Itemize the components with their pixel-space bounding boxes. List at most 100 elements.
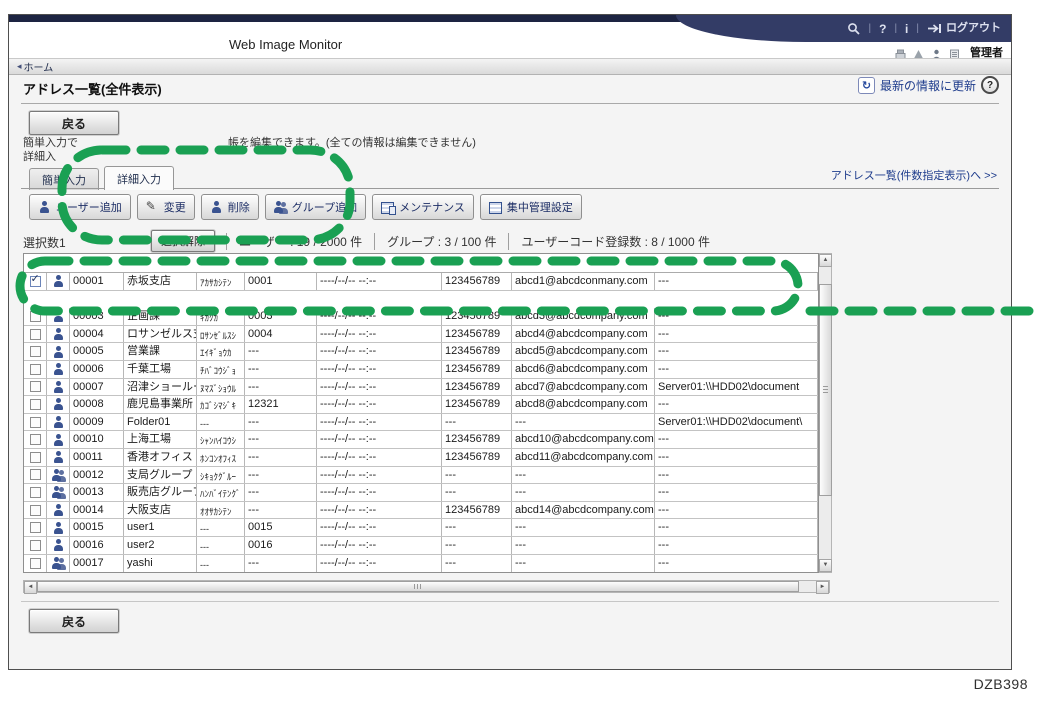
row-checkbox[interactable] [29,310,41,322]
scroll-right-arrow[interactable]: ► [816,581,829,595]
clear-selection-button[interactable]: 選択解除 [151,230,215,252]
printer-status-icon[interactable] [895,47,906,59]
row-checkbox[interactable] [29,363,41,375]
horizontal-scroll-thumb[interactable] [37,581,799,593]
cell-code: 0001 [245,273,317,290]
stat-item: ユーザー : 19 / 2000 件 [226,233,374,250]
refresh-icon[interactable]: ↻ [857,76,875,94]
table-row[interactable]: 00005 営業課 ｴｲｷﾞｮｳｶ --- ----/--/-- --:-- 123456… [24,343,818,361]
table-row[interactable]: 00012 支局グループ ｼｷｮｸｸﾞﾙｰ --- ----/--/-- --:-- --… [24,466,818,485]
group-add-button[interactable]: グループ追加 [264,194,367,220]
cell-code: 12321 [245,396,317,413]
user-status-icon[interactable] [931,47,942,59]
row-checkbox[interactable] [29,416,41,428]
central-management-button[interactable]: 集中管理設定 [479,194,582,220]
cell-kana: ﾇﾏｽﾞｼｮｳﾙ [197,378,245,396]
table-row[interactable]: 00008 鹿児島事業所 ｶｺﾞｼﾏｼﾞｷ 12321 ----/--/-- --:--… [24,396,818,414]
entry-type-cell [47,501,70,519]
cell-code: --- [245,378,317,396]
row-checkbox[interactable] [29,539,41,551]
tab-simple-input[interactable]: 簡単入力 [29,168,99,190]
alert-status-icon[interactable] [913,47,924,58]
table-row[interactable]: 00009 Folder01 --- --- ----/--/-- --:-- --- --… [24,413,818,432]
maintenance-button[interactable]: メンテナンス [372,194,474,220]
user-icon [51,538,66,552]
pencil-button[interactable]: 変更 [136,194,195,220]
table-row[interactable]: 00013 販売店グループ ﾊﾝﾊﾞｲﾃﾝｸﾞ --- ----/--/-- --:--… [24,484,818,502]
count-view-link[interactable]: アドレス一覧(件数指定表示)へ >> [830,170,997,182]
table-row[interactable]: 00007沼津ショールームﾇﾏｽﾞｼｮｳﾙ-------/--/-- --:--… [24,378,818,397]
cell-fax: 123456789 [442,501,512,519]
cell-name: user1 [124,519,197,536]
refresh-label[interactable]: 最新の情報に更新 [879,78,976,93]
cell-email: abcd11@abcdcompany.com [512,448,655,466]
cell-folder: --- [655,554,818,573]
row-checkbox[interactable] [29,486,41,498]
table-row[interactable]: 00016 user2 --- 0016 ----/--/-- --:-- --- --- -… [24,536,818,555]
cell-fax: 123456789 [442,308,512,325]
row-checkbox[interactable] [29,346,41,358]
cell-code: --- [245,484,317,501]
table-row[interactable]: 00006 千葉工場 ﾁﾊﾞｺｳｼﾞｮ --- ----/--/-- --:-- 1234… [24,360,818,379]
row-checkbox[interactable] [29,469,41,481]
cell-email: --- [512,484,655,501]
cell-name: 大阪支店 [124,501,197,519]
back-button-bottom[interactable]: 戻る [29,609,119,633]
entry-type-cell [47,308,70,325]
vertical-scrollbar[interactable]: ▲ ▼ [819,253,832,573]
row-checkbox[interactable] [29,451,41,463]
page-help-icon[interactable]: ? [981,76,999,94]
row-checkbox[interactable] [29,522,41,534]
central-management-icon [488,201,503,214]
back-button-top[interactable]: 戻る [29,111,119,135]
checkbox-cell [24,448,47,466]
scroll-up-arrow[interactable]: ▲ [819,254,832,267]
cell-kana: --- [197,413,245,431]
logout-label: ログアウト [946,22,1001,34]
table-row[interactable]: 00004ロサンゼルス支局ﾛｻﾝｾﾞﾙｽｼ0004----/--/-- --:-… [24,325,818,344]
cell-fax: --- [442,554,512,573]
group-icon [51,468,66,482]
cell-code: --- [245,431,317,448]
cell-number [70,291,124,308]
selected-count-label: 選択数1 [23,236,66,250]
table-row[interactable]: 00017 yashi --- --- ----/--/-- --:-- --- --- --… [24,554,818,573]
help-icon[interactable]: ? [879,21,887,36]
stat-item: ユーザーコード登録数 : 8 / 1000 件 [508,233,721,250]
cell-kana: ｵｵｻｶｼﾃﾝ [197,501,245,519]
row-checkbox[interactable] [29,504,41,516]
row-checkbox[interactable] [29,557,41,569]
search-icon[interactable] [847,22,861,35]
cell-code: --- [245,448,317,466]
entry-type-cell [47,431,70,448]
row-checkbox[interactable] [29,434,41,446]
row-checkbox[interactable] [29,381,41,393]
table-row[interactable]: 00011 香港オフィス ﾎﾝｺﾝｵﾌｨｽ --- ----/--/-- --:-- 12… [24,448,818,467]
table-row[interactable]: 00010 上海工場 ｼｬﾝﾊｲｺｳｼ --- ----/--/-- --:-- 1234… [24,431,818,449]
table-row[interactable]: 00015 user1 --- 0015 ----/--/-- --:-- --- --- -… [24,519,818,537]
table-row[interactable]: 00014 大阪支店 ｵｵｻｶｼﾃﾝ --- ----/--/-- --:-- 12345… [24,501,818,520]
row-checkbox[interactable] [29,328,41,340]
cell-folder: --- [655,519,818,536]
table-row[interactable]: 00003 企画課 ｷｶｸｶ 0003 ----/--/-- --:-- 12345678… [24,308,818,326]
cell-name: Folder01 [124,413,197,431]
vertical-scroll-thumb[interactable] [819,284,832,496]
logout-button[interactable]: ログアウト [927,23,1001,34]
horizontal-scrollbar[interactable]: ◄ ► [23,580,830,595]
table-row[interactable] [24,290,818,309]
user-add-button[interactable]: ユーザー追加 [29,194,131,220]
breadcrumb[interactable]: ◂ ホーム [9,58,1011,75]
row-checkbox[interactable] [29,398,41,410]
scroll-left-arrow[interactable]: ◄ [24,581,37,595]
tab-detailed-input[interactable]: 詳細入力 [104,166,174,190]
scroll-down-arrow[interactable]: ▼ [819,559,832,572]
cell-number: 00003 [70,308,124,325]
info-icon[interactable]: i [905,21,909,36]
cell-folder: --- [655,396,818,413]
row-checkbox[interactable] [29,273,41,287]
cell-email: --- [512,554,655,573]
document-status-icon[interactable] [949,47,960,59]
user-delete-button[interactable]: 削除 [200,194,259,220]
pencil-icon [146,199,160,214]
